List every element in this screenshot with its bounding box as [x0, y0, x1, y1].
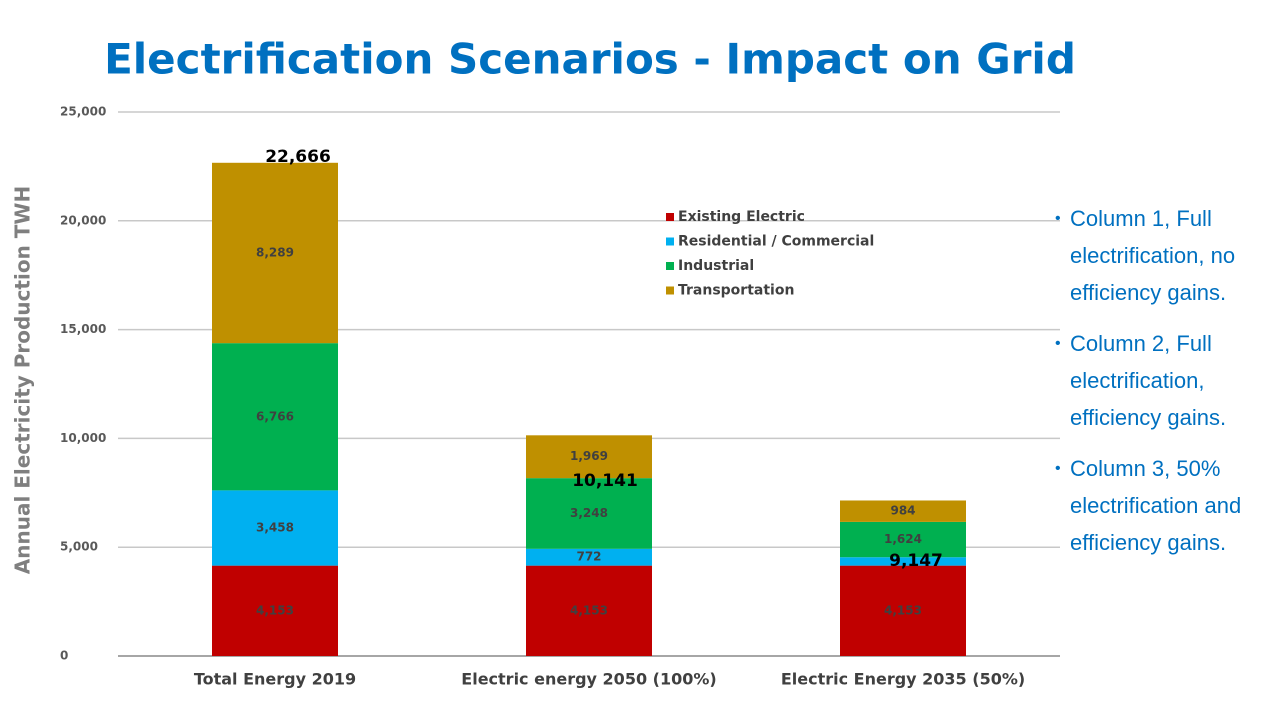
bar-segment	[212, 162, 338, 344]
bar-segment	[840, 565, 966, 656]
y-axis-label: Annual Electricity Production TWH	[11, 186, 35, 574]
y-tick-label: 5,000	[60, 540, 98, 554]
bar-segment	[526, 548, 652, 566]
x-tick-label: Electric Energy 2035 (50%)	[781, 670, 1025, 689]
data-label: 984	[890, 504, 915, 518]
bar-segment	[840, 557, 966, 566]
legend-swatch	[666, 237, 674, 246]
bar-segment	[212, 565, 338, 656]
data-label: 8,289	[256, 245, 294, 259]
data-label: 4,153	[570, 603, 608, 617]
y-tick-label: 20,000	[60, 213, 106, 227]
bullet-item: Column 1, Full electrification, no effic…	[1055, 200, 1277, 311]
bullet-list: Column 1, Full electrification, no effic…	[1055, 200, 1277, 575]
bar-segment	[840, 500, 966, 522]
data-label: 3,248	[570, 506, 608, 520]
data-label: 1,969	[570, 449, 608, 463]
legend-swatch	[666, 262, 674, 270]
legend-label: Transportation	[678, 283, 794, 299]
data-label: 4,153	[884, 603, 922, 617]
bar-segment	[212, 343, 338, 491]
data-label: 772	[576, 550, 601, 564]
chart-title: Electrification Scenarios - Impact on Gr…	[104, 35, 1076, 84]
data-label: 1,624	[884, 532, 922, 546]
bar-segment	[212, 490, 338, 566]
bar-segment	[526, 435, 652, 479]
legend-label: Existing Electric	[678, 209, 805, 225]
legend-swatch	[666, 286, 674, 295]
bar-segment	[840, 521, 966, 558]
data-label: 4,153	[256, 603, 294, 617]
y-tick-label: 25,000	[60, 105, 106, 119]
y-tick-label: 10,000	[60, 431, 106, 445]
legend-label: Industrial	[678, 258, 754, 274]
legend-swatch	[666, 213, 674, 221]
bullet-item: Column 3, 50% electrification and effici…	[1055, 450, 1277, 561]
bullet-item: Column 2, Full electrification, efficien…	[1055, 325, 1277, 436]
data-label: 6,766	[256, 409, 294, 423]
y-tick-label: 15,000	[60, 322, 106, 336]
x-tick-label: Electric energy 2050 (100%)	[461, 670, 716, 689]
x-tick-label: Total Energy 2019	[194, 670, 356, 689]
data-label: 3,458	[256, 521, 294, 535]
total-label: 9,147	[889, 551, 943, 571]
bar-segment	[526, 478, 652, 549]
y-tick-label: 0	[60, 649, 68, 663]
legend-label: Residential / Commercial	[678, 234, 874, 250]
bar-segment	[526, 565, 652, 656]
total-label: 22,666	[265, 147, 331, 167]
total-label: 10,141	[572, 471, 638, 491]
